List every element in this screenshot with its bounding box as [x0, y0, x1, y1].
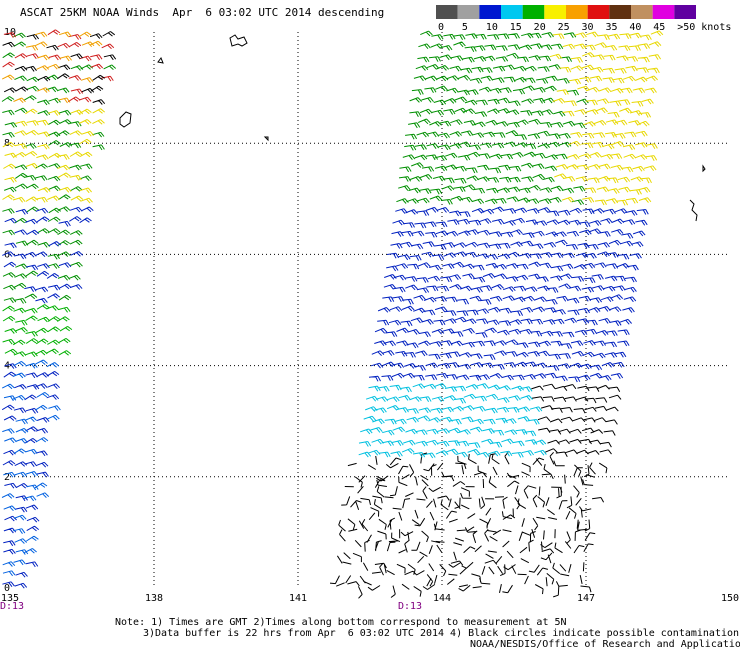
colorbar-label: 40	[629, 22, 641, 33]
lon-label: 147	[577, 593, 595, 604]
lon-label: 144	[433, 593, 451, 604]
colorbar-swatch	[479, 5, 501, 19]
colorbar-label: 35	[605, 22, 617, 33]
wind-barbs	[2, 31, 622, 599]
lon-label: 150	[721, 593, 739, 604]
note: Note: 1) Times are GMT 2)Times along bot…	[115, 617, 567, 628]
wind-barbs	[2, 304, 73, 358]
colorbar-swatch	[501, 5, 523, 19]
credit: NOAA/NESDIS/Office of Research and Appli…	[470, 639, 740, 650]
lat-label: 8	[4, 138, 10, 149]
colorbar-label: 15	[510, 22, 522, 33]
coastlines	[119, 34, 706, 222]
colorbar-swatch	[631, 5, 653, 19]
colorbar-swatch	[609, 5, 631, 19]
colorbar-label: 0	[438, 22, 444, 33]
wind-barbs	[2, 29, 115, 103]
colorbar-label: 10	[486, 22, 498, 33]
wind-barbs	[1, 30, 589, 304]
colorbar-swatch	[674, 5, 696, 19]
colorbar-label: 45	[653, 22, 665, 33]
lat-label: 2	[4, 472, 10, 483]
colorbar-swatch	[457, 5, 480, 19]
lat-label: 4	[4, 361, 10, 372]
wind-barbs	[2, 30, 664, 206]
time-label: D:13	[0, 601, 24, 612]
colorbar-label: 20	[534, 22, 546, 33]
colorbar-swatch	[652, 5, 675, 19]
title: ASCAT 25KM NOAA Winds Apr 6 03:02 UTC 20…	[20, 6, 384, 19]
colorbar-swatch	[544, 5, 566, 19]
lat-label: 10	[4, 27, 16, 38]
lat-label: 6	[4, 249, 10, 260]
wind-barbs	[1, 31, 103, 104]
colorbar-swatch	[566, 5, 588, 19]
wind-barbs	[1, 206, 649, 589]
colorbar-swatch	[587, 5, 610, 19]
time-label: D:13	[398, 601, 422, 612]
colorbar-label: >50 knots	[677, 22, 731, 33]
lon-label: 141	[289, 593, 307, 604]
colorbar-swatch	[522, 5, 545, 19]
colorbar-label: 5	[462, 22, 468, 33]
colorbar-swatch	[436, 5, 458, 19]
wind-barbs	[1, 359, 61, 577]
lon-label: 135	[1, 593, 19, 604]
colorbar-label: 30	[582, 22, 594, 33]
wind-barbs	[358, 383, 547, 459]
note: 3)Data buffer is 22 hrs from Apr 6 03:02…	[143, 628, 739, 639]
lat-label: 0	[4, 583, 10, 594]
lon-label: 138	[145, 593, 163, 604]
colorbar-label: 25	[558, 22, 570, 33]
